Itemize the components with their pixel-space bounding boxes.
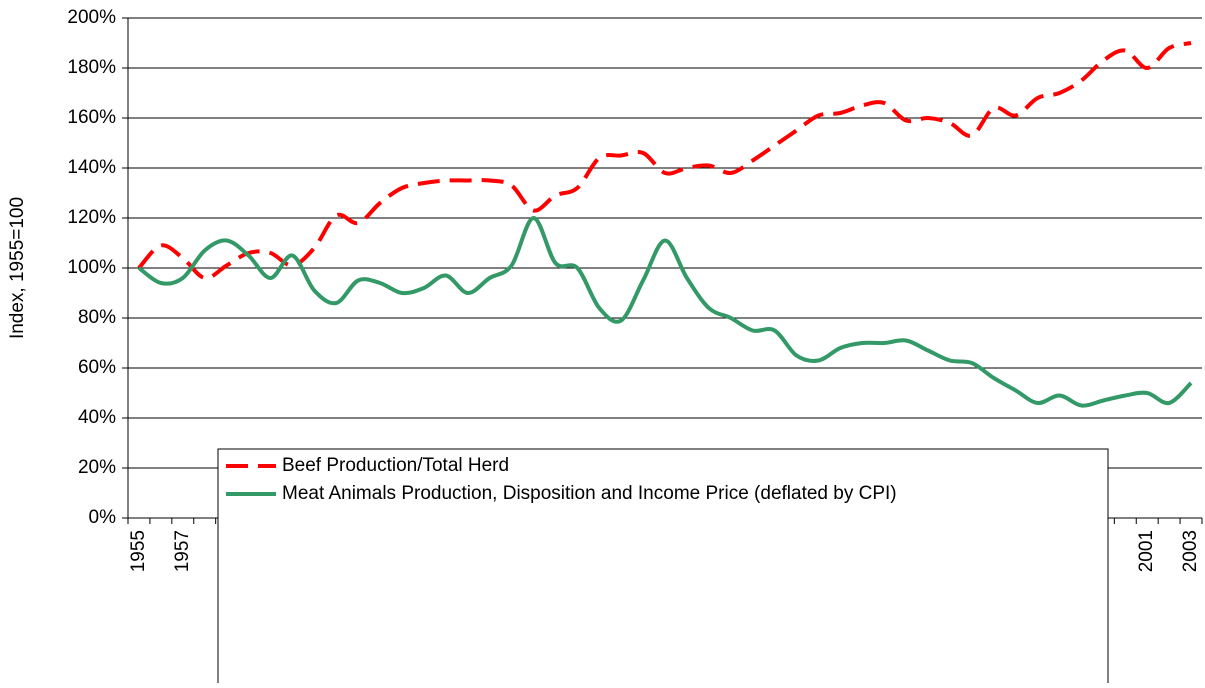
y-tick-label: 60% [78, 357, 116, 378]
y-tick-label: 180% [67, 57, 116, 78]
line-series [137, 216, 1193, 408]
y-tick-label: 140% [67, 157, 116, 178]
y-tick-label: 0% [89, 507, 117, 528]
x-tick-label: 2001 [1136, 530, 1157, 572]
y-tick-label: 40% [78, 407, 116, 428]
y-axis-label: Index, 1955=100 [7, 197, 28, 339]
y-tick-label: 100% [67, 257, 116, 278]
legend-box [217, 448, 1109, 688]
legend-label: Meat Animals Production, Disposition and… [282, 483, 897, 504]
y-tick-label: 80% [78, 307, 116, 328]
line-series [137, 41, 1192, 281]
y-tick-label: 20% [78, 457, 116, 478]
legend-label: Beef Production/Total Herd [282, 455, 509, 476]
y-tick-label: 200% [67, 7, 116, 28]
y-tick-label: 160% [67, 107, 116, 128]
y-tick-label: 120% [67, 207, 116, 228]
x-tick-label: 2003 [1180, 530, 1201, 572]
x-tick-label: 1957 [172, 530, 193, 572]
x-tick-label: 1955 [128, 530, 149, 572]
